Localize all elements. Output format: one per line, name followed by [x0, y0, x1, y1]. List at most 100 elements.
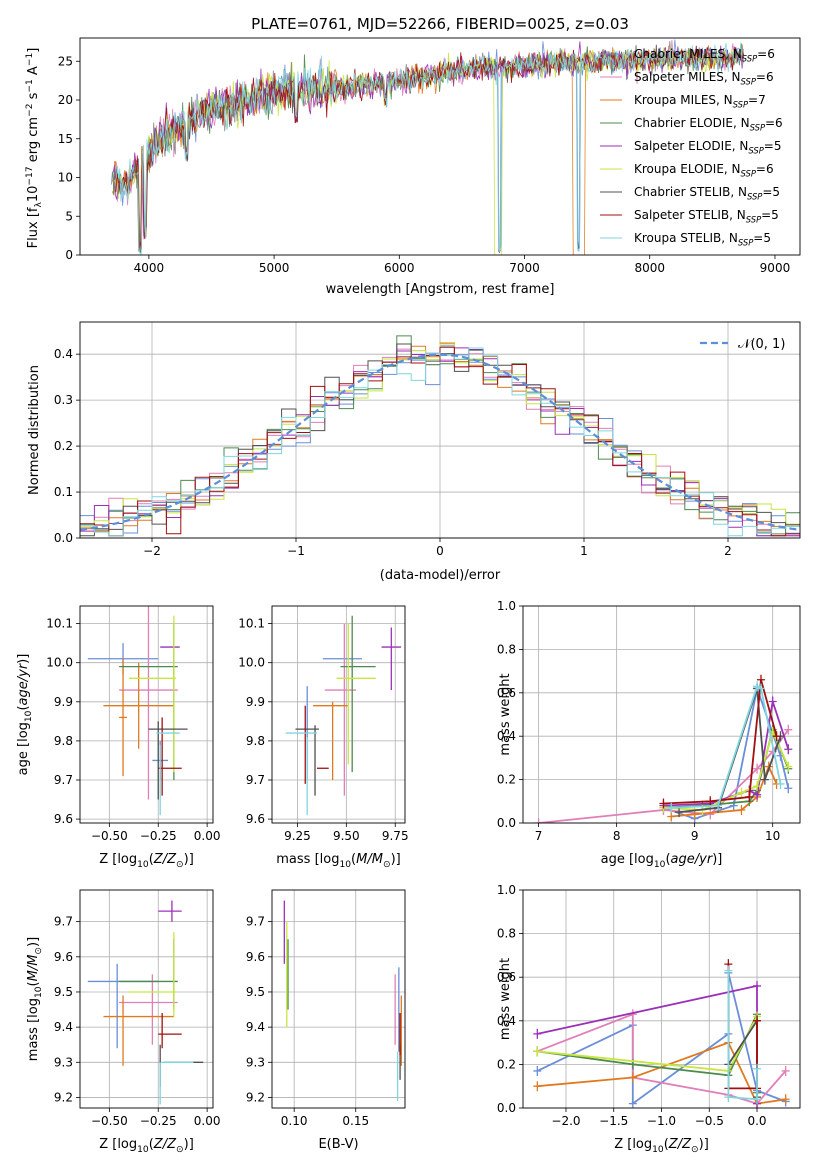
x-axis-label: age [log10(age/yr)] — [601, 852, 723, 870]
tick-label-y: 9.6 — [54, 812, 73, 826]
x-axis-label: E(B-V) — [318, 1137, 358, 1152]
mass-vs-ebv-panel: 0.10 0.15 9.2 9.3 9.4 9.5 9.6 9.7 E(B-V) — [246, 889, 406, 1152]
x-axis-label: Z [log10(Z/Z⊙)] — [614, 1137, 709, 1155]
y-axis-label: mass [log10(M/M⊙)] — [26, 937, 44, 1061]
y-axis-label-part: ( — [16, 705, 31, 710]
weight-marker-kroupa_stelib — [714, 800, 723, 811]
tick-label-y: 10.0 — [46, 656, 73, 670]
x-axis-label-part: ( — [664, 1137, 669, 1152]
legend-label-kroupa_elodie: Kroupa ELODIE, NSSP=6 — [634, 162, 774, 179]
weight-marker-salpeter_miles — [753, 763, 762, 774]
legend-label-kroupa_stelib-part: =5 — [753, 231, 771, 245]
y-axis-label-part: mass [log — [26, 998, 41, 1061]
x-axis-label-part: ( — [149, 852, 154, 867]
axes-frame — [79, 605, 214, 824]
tick-label-x: 0.15 — [342, 1114, 369, 1128]
weight-line-chabrier_miles — [663, 685, 790, 820]
tick-label-y: 9.3 — [54, 1055, 73, 1069]
tick-label-x: 10 — [765, 829, 780, 843]
plot-area — [533, 959, 790, 1108]
plot-area — [283, 900, 402, 1101]
y-axis-label-part: )] — [26, 937, 41, 947]
x-axis-label-part: ⊙ — [383, 860, 391, 870]
spectrum-panel: 4000 5000 6000 7000 8000 9000 0 5 10 15 20 25 Chabri… — [25, 37, 801, 297]
weight-marker-salpeter_stelib — [706, 796, 715, 807]
weight-marker-salpeter_miles — [706, 809, 715, 820]
axes-frame — [79, 321, 801, 539]
legend-label-salpeter_miles-part: =6 — [756, 70, 774, 84]
weight-marker-kroupa_stelib — [667, 802, 676, 813]
weight-marker-salpeter_stelib — [753, 1015, 762, 1026]
legend-label-chabrier_elodie-part: SSP — [750, 123, 766, 133]
weight-marker-kroupa_stelib — [753, 1063, 762, 1074]
tick-label-x: 0.00 — [194, 829, 221, 843]
weight-marker-kroupa_elodie — [753, 781, 762, 792]
mass-weight-vs-metallicity-panel: −2.0 −1.5 −1.0 −0.5 0.0 0.0 0.2 0.4 0.6 0.8 1.0 Z [… — [497, 883, 801, 1155]
y-axis-label: mass weight — [498, 958, 513, 1040]
weight-marker-kroupa_miles — [737, 804, 746, 815]
x-axis-label-part: Z/Z — [668, 1137, 692, 1152]
x-axis-label-part: mass [log — [276, 852, 339, 867]
legend-label-salpeter_stelib-part: Salpeter STELIB, N — [634, 208, 746, 222]
x-axis-label-part: ( — [665, 852, 670, 867]
tick-label-y: 0.2 — [54, 439, 73, 453]
x-axis-label: (data-model)/error — [380, 568, 501, 583]
y-axis-label-part: ⊙ — [34, 947, 44, 955]
weight-marker-salpeter_elodie — [784, 744, 793, 755]
legend-label-salpeter_elodie-part: =5 — [764, 139, 782, 153]
y-axis-label: Normed distribution — [27, 365, 42, 495]
tick-label-x: 5000 — [259, 261, 290, 275]
x-axis-label-part: 10 — [137, 1145, 149, 1155]
tick-label-y: 0.8 — [497, 927, 516, 941]
tick-label-x: 9 — [691, 829, 699, 843]
weight-marker-kroupa_stelib — [753, 681, 762, 692]
y-axis-label: Flux [fλ10−17 erg cm−2 s−1 A−1] — [25, 48, 44, 249]
x-axis-label-part: Z [log — [99, 1137, 137, 1152]
tick-label-y: 25 — [58, 54, 73, 68]
legend-label-kroupa_elodie-part: SSP — [741, 169, 757, 179]
tick-label-y: 15 — [58, 132, 73, 146]
tick-label-x: 6000 — [384, 261, 415, 275]
x-axis-label-part: Z [log — [614, 1137, 652, 1152]
y-axis-label-part: erg cm — [26, 117, 41, 166]
tick-label-y: 0.2 — [497, 1057, 516, 1071]
tick-label-y: 0.3 — [54, 393, 73, 407]
x-axis-label-part: Z/Z — [153, 1137, 177, 1152]
y-axis-label-part: 10 — [34, 986, 44, 998]
weight-marker-kroupa_miles — [628, 1072, 637, 1083]
tick-label-x: 0.10 — [281, 1114, 308, 1128]
x-axis-label-part: ( — [149, 1137, 154, 1152]
x-axis-label: wavelength [Angstrom, rest frame] — [326, 282, 555, 297]
y-axis-label: mass weight — [498, 673, 513, 755]
y-axis-label-part: −1 — [25, 53, 35, 66]
y-axis-label-part: 10 — [26, 186, 41, 203]
age-vs-metallicity-panel: −0.50 −0.25 0.00 9.6 9.7 9.8 9.9 10.0 10.1 Z [log… — [16, 605, 221, 870]
x-axis-label-part: 10 — [339, 860, 351, 870]
series-line-chabrier_stelib — [114, 41, 744, 254]
legend-label-kroupa_stelib: Kroupa STELIB, NSSP=5 — [634, 231, 771, 248]
tick-label-x: −2 — [143, 544, 161, 558]
legend-label-chabrier_stelib: Chabrier STELIB, NSSP=5 — [634, 185, 780, 202]
x-axis-label-part: 10 — [652, 1145, 664, 1155]
weight-marker-kroupa_miles — [533, 1081, 542, 1092]
tick-label-y: 0.4 — [497, 729, 516, 743]
tick-label-y: 9.7 — [54, 915, 73, 929]
y-axis-label-part: −1 — [25, 79, 35, 92]
legend-label-chabrier_stelib-part: Chabrier STELIB, N — [634, 185, 747, 199]
legend-label-kroupa_miles-part: SSP — [733, 100, 749, 110]
figure-title: PLATE=0761, MJD=52266, FIBERID=0025, z=0… — [251, 15, 629, 33]
weight-marker-kroupa_miles — [667, 811, 676, 822]
tick-label-y: 9.7 — [246, 915, 265, 929]
axes-frame — [522, 605, 801, 824]
legend-label-chabrier_stelib-part: SSP — [747, 192, 763, 202]
x-axis-label-part: ⊙ — [691, 1145, 699, 1155]
x-axis-label-part: Z/Z — [153, 852, 177, 867]
legend-label-chabrier_miles: Chabrier MILES, NSSP=6 — [634, 47, 775, 64]
legend-label-salpeter_elodie-part: SSP — [748, 146, 764, 156]
legend-label-salpeter_elodie: Salpeter ELODIE, NSSP=5 — [634, 139, 782, 156]
plot-area — [87, 606, 188, 816]
weight-marker-kroupa_elodie — [737, 787, 746, 798]
tick-label-x: 0 — [436, 544, 444, 558]
x-axis-label-part: ⊙ — [176, 860, 184, 870]
